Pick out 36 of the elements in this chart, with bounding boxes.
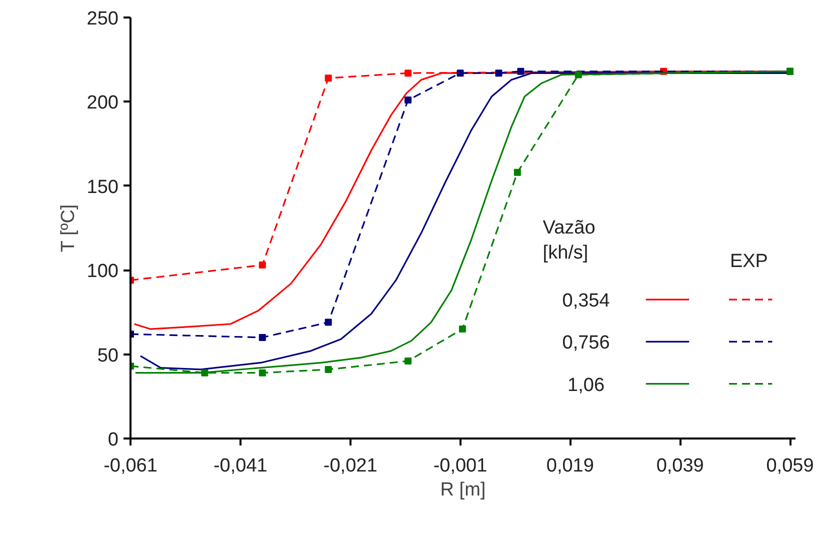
point [458, 326, 466, 333]
point [404, 70, 412, 77]
x-tick-label: -0,041 [213, 456, 268, 476]
point [324, 318, 332, 326]
y-axis-title: T [ºC] [58, 204, 79, 252]
point [495, 70, 502, 77]
point [574, 71, 582, 78]
legend-label: 0,756 [562, 332, 610, 354]
point [258, 369, 266, 376]
y-tick-label: 100 [86, 261, 118, 282]
annotation: EXP [730, 251, 768, 272]
point [324, 366, 332, 373]
x-tick-label: -0,061 [104, 456, 158, 476]
x-tick-label: 0,059 [766, 456, 814, 476]
legend-title: Vazão [kh/s] [542, 218, 596, 264]
legend-label: 0,354 [562, 290, 610, 312]
x-tick-label: 0,019 [546, 456, 594, 476]
x-tick-label: -0,001 [433, 456, 488, 476]
x-axis-title: R [m] [440, 480, 486, 500]
y-tick-label: 250 [86, 8, 118, 30]
point [404, 358, 412, 365]
y-tick-label: 50 [97, 345, 119, 366]
y-tick-label: 0 [108, 430, 119, 450]
legend-label: 1,06 [568, 374, 605, 396]
point [258, 334, 266, 341]
x-tick-label: 0,039 [656, 456, 704, 476]
point [258, 262, 266, 269]
point [201, 369, 208, 376]
y-tick-label: 200 [86, 92, 118, 114]
point [517, 68, 524, 75]
x-tick-label: -0,021 [323, 456, 378, 476]
y-tick-label: 150 [86, 176, 118, 198]
point [514, 168, 521, 176]
point [324, 74, 332, 82]
point [456, 70, 464, 77]
point [404, 96, 412, 104]
